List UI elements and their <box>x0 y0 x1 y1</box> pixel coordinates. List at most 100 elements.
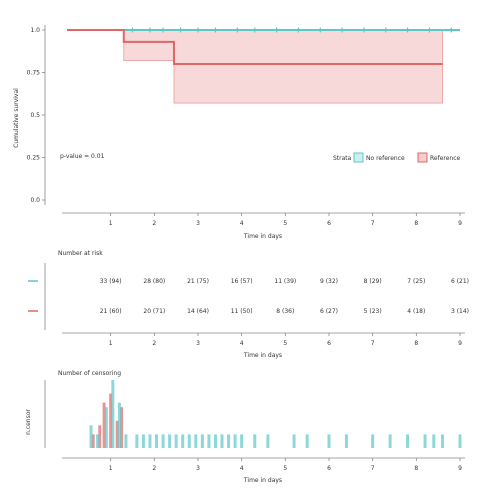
legend-title: Strata <box>333 155 352 162</box>
risk-table-title: Number at risk <box>58 250 103 257</box>
censoring-x-tick-label: 5 <box>283 465 287 472</box>
survival-x-tick-label: 7 <box>371 220 375 227</box>
survival-curve-reference <box>67 29 443 65</box>
risk-cell-reference: 11 (50) <box>231 308 253 315</box>
censoring-bar-no-reference <box>89 425 93 448</box>
survival-x-tick-label: 2 <box>152 220 156 227</box>
risk-table-axes: 1 2 3 4 5 6 7 8 9 <box>44 263 465 347</box>
survival-censor-marks <box>131 27 452 33</box>
survival-legend: Strata No reference Reference <box>333 152 461 163</box>
survival-y-tick-label: 0.25 <box>27 155 41 162</box>
risk-cell-reference: 20 (71) <box>143 308 165 315</box>
censoring-bar-no-reference <box>292 434 296 448</box>
survival-x-tick-label: 8 <box>414 220 418 227</box>
risk-cell-no-reference: 11 (39) <box>274 278 296 285</box>
censoring-bar-no-reference <box>220 434 224 448</box>
censoring-bar-reference <box>109 393 113 448</box>
risk-x-tick-label: 2 <box>152 340 156 347</box>
survival-x-tick-label: 5 <box>283 220 287 227</box>
censoring-x-tick-label: 9 <box>458 465 462 472</box>
legend-swatch-no-reference <box>353 152 364 163</box>
legend-swatch-reference <box>417 152 428 163</box>
censoring-bar-no-reference <box>161 434 165 448</box>
censoring-title: Number of censoring <box>58 370 121 377</box>
censoring-y-axis-title: n.censor <box>25 409 32 435</box>
risk-x-tick-label: 8 <box>414 340 418 347</box>
risk-cell-no-reference: 21 (75) <box>187 278 209 285</box>
survival-y-tick-label: 0.75 <box>27 70 41 77</box>
censoring-panel: Number of censoring 1 2 3 4 5 6 7 8 9 Time in da… <box>25 370 465 484</box>
censoring-bar-no-reference <box>227 434 231 448</box>
survival-x-tick-label: 4 <box>240 220 244 227</box>
risk-cell-reference: 5 (23) <box>364 308 382 315</box>
censoring-axes: 1 2 3 4 5 6 7 8 9 <box>44 380 465 472</box>
survival-panel: 0.00.250.50.751.01 2 3 4 5 6 7 8 9 Time in days … <box>13 25 465 240</box>
survival-x-axis-title: Time in days <box>243 233 282 240</box>
risk-cell-reference: 4 (18) <box>407 308 425 315</box>
censoring-bar-no-reference <box>207 434 211 448</box>
risk-table-row-labels <box>28 280 38 312</box>
censoring-bar-no-reference <box>168 434 172 448</box>
risk-table-x-axis-title: Time in days <box>243 352 282 359</box>
censoring-bar-no-reference <box>200 434 204 448</box>
risk-cell-no-reference: 6 (21) <box>451 278 469 285</box>
censoring-bar-no-reference <box>111 380 115 448</box>
risk-x-tick-label: 9 <box>458 340 462 347</box>
risk-cell-no-reference: 9 (32) <box>320 278 338 285</box>
survival-y-axis-title: Cumulative survival <box>13 88 20 148</box>
censoring-bar-no-reference <box>240 434 244 448</box>
censoring-x-tick-label: 1 <box>109 465 113 472</box>
risk-cell-reference: 14 (64) <box>187 308 209 315</box>
censoring-bar-no-reference <box>371 434 375 448</box>
censoring-bar-no-reference <box>141 434 145 448</box>
censoring-x-tick-label: 6 <box>327 465 331 472</box>
censoring-bar-reference <box>98 425 102 448</box>
censoring-bar-no-reference <box>117 402 121 448</box>
legend-label-no-reference: No reference <box>366 155 405 162</box>
survival-y-tick-label: 0.0 <box>30 197 40 204</box>
survival-y-tick-label: 1.0 <box>30 27 40 34</box>
censoring-bar-no-reference <box>344 434 348 448</box>
censoring-bar-reference <box>91 434 95 448</box>
censoring-bar-no-reference <box>155 434 159 448</box>
risk-cell-reference: 8 (36) <box>276 308 294 315</box>
censoring-bar-no-reference <box>266 434 270 448</box>
risk-cell-no-reference: 33 (94) <box>100 278 122 285</box>
risk-table-panel: Number at risk 33 (94) 28 (80) 21 (75) 16 (… <box>28 250 469 359</box>
risk-x-tick-label: 3 <box>196 340 200 347</box>
risk-x-tick-label: 7 <box>371 340 375 347</box>
censoring-bar-no-reference <box>432 434 436 448</box>
censoring-x-axis-title: Time in days <box>243 477 282 484</box>
censoring-bar-no-reference <box>327 434 331 448</box>
censoring-x-tick-label: 3 <box>196 465 200 472</box>
risk-cell-reference: 3 (14) <box>451 308 469 315</box>
censoring-bar-reference <box>115 420 119 448</box>
risk-cell-no-reference: 8 (29) <box>364 278 382 285</box>
censoring-bar-no-reference <box>213 434 217 448</box>
risk-x-tick-label: 1 <box>109 340 113 347</box>
risk-x-tick-label: 5 <box>283 340 287 347</box>
risk-x-tick-label: 4 <box>240 340 244 347</box>
censoring-bar-no-reference <box>253 434 257 448</box>
censoring-bar-no-reference <box>135 434 139 448</box>
censoring-bar-no-reference <box>305 434 309 448</box>
censoring-bar-no-reference <box>187 434 191 448</box>
risk-cell-reference: 21 (60) <box>100 308 122 315</box>
survival-y-tick-label: 0.5 <box>30 112 40 119</box>
censoring-bar-no-reference <box>174 434 178 448</box>
censoring-bars <box>89 380 462 448</box>
censoring-x-tick-label: 7 <box>371 465 375 472</box>
survival-axes: 0.0 0.25 0.5 0.75 1.0 1 2 3 4 5 6 7 8 9 <box>27 25 465 227</box>
censoring-bar-no-reference <box>124 434 128 448</box>
p-value-annotation: p-value = 0.01 <box>60 153 105 160</box>
censoring-bar-no-reference <box>458 434 462 448</box>
censoring-bar-no-reference <box>104 407 108 448</box>
risk-cell-no-reference: 7 (25) <box>407 278 425 285</box>
risk-table-cells: 33 (94) 28 (80) 21 (75) 16 (57) 11 (39) 9 (32… <box>100 278 469 315</box>
risk-cell-no-reference: 16 (57) <box>231 278 253 285</box>
risk-x-tick-label: 6 <box>327 340 331 347</box>
legend-label-reference: Reference <box>430 155 461 162</box>
censoring-x-tick-label: 4 <box>240 465 244 472</box>
censoring-bar-reference <box>120 407 124 448</box>
survival-x-tick-label: 1 <box>109 220 113 227</box>
